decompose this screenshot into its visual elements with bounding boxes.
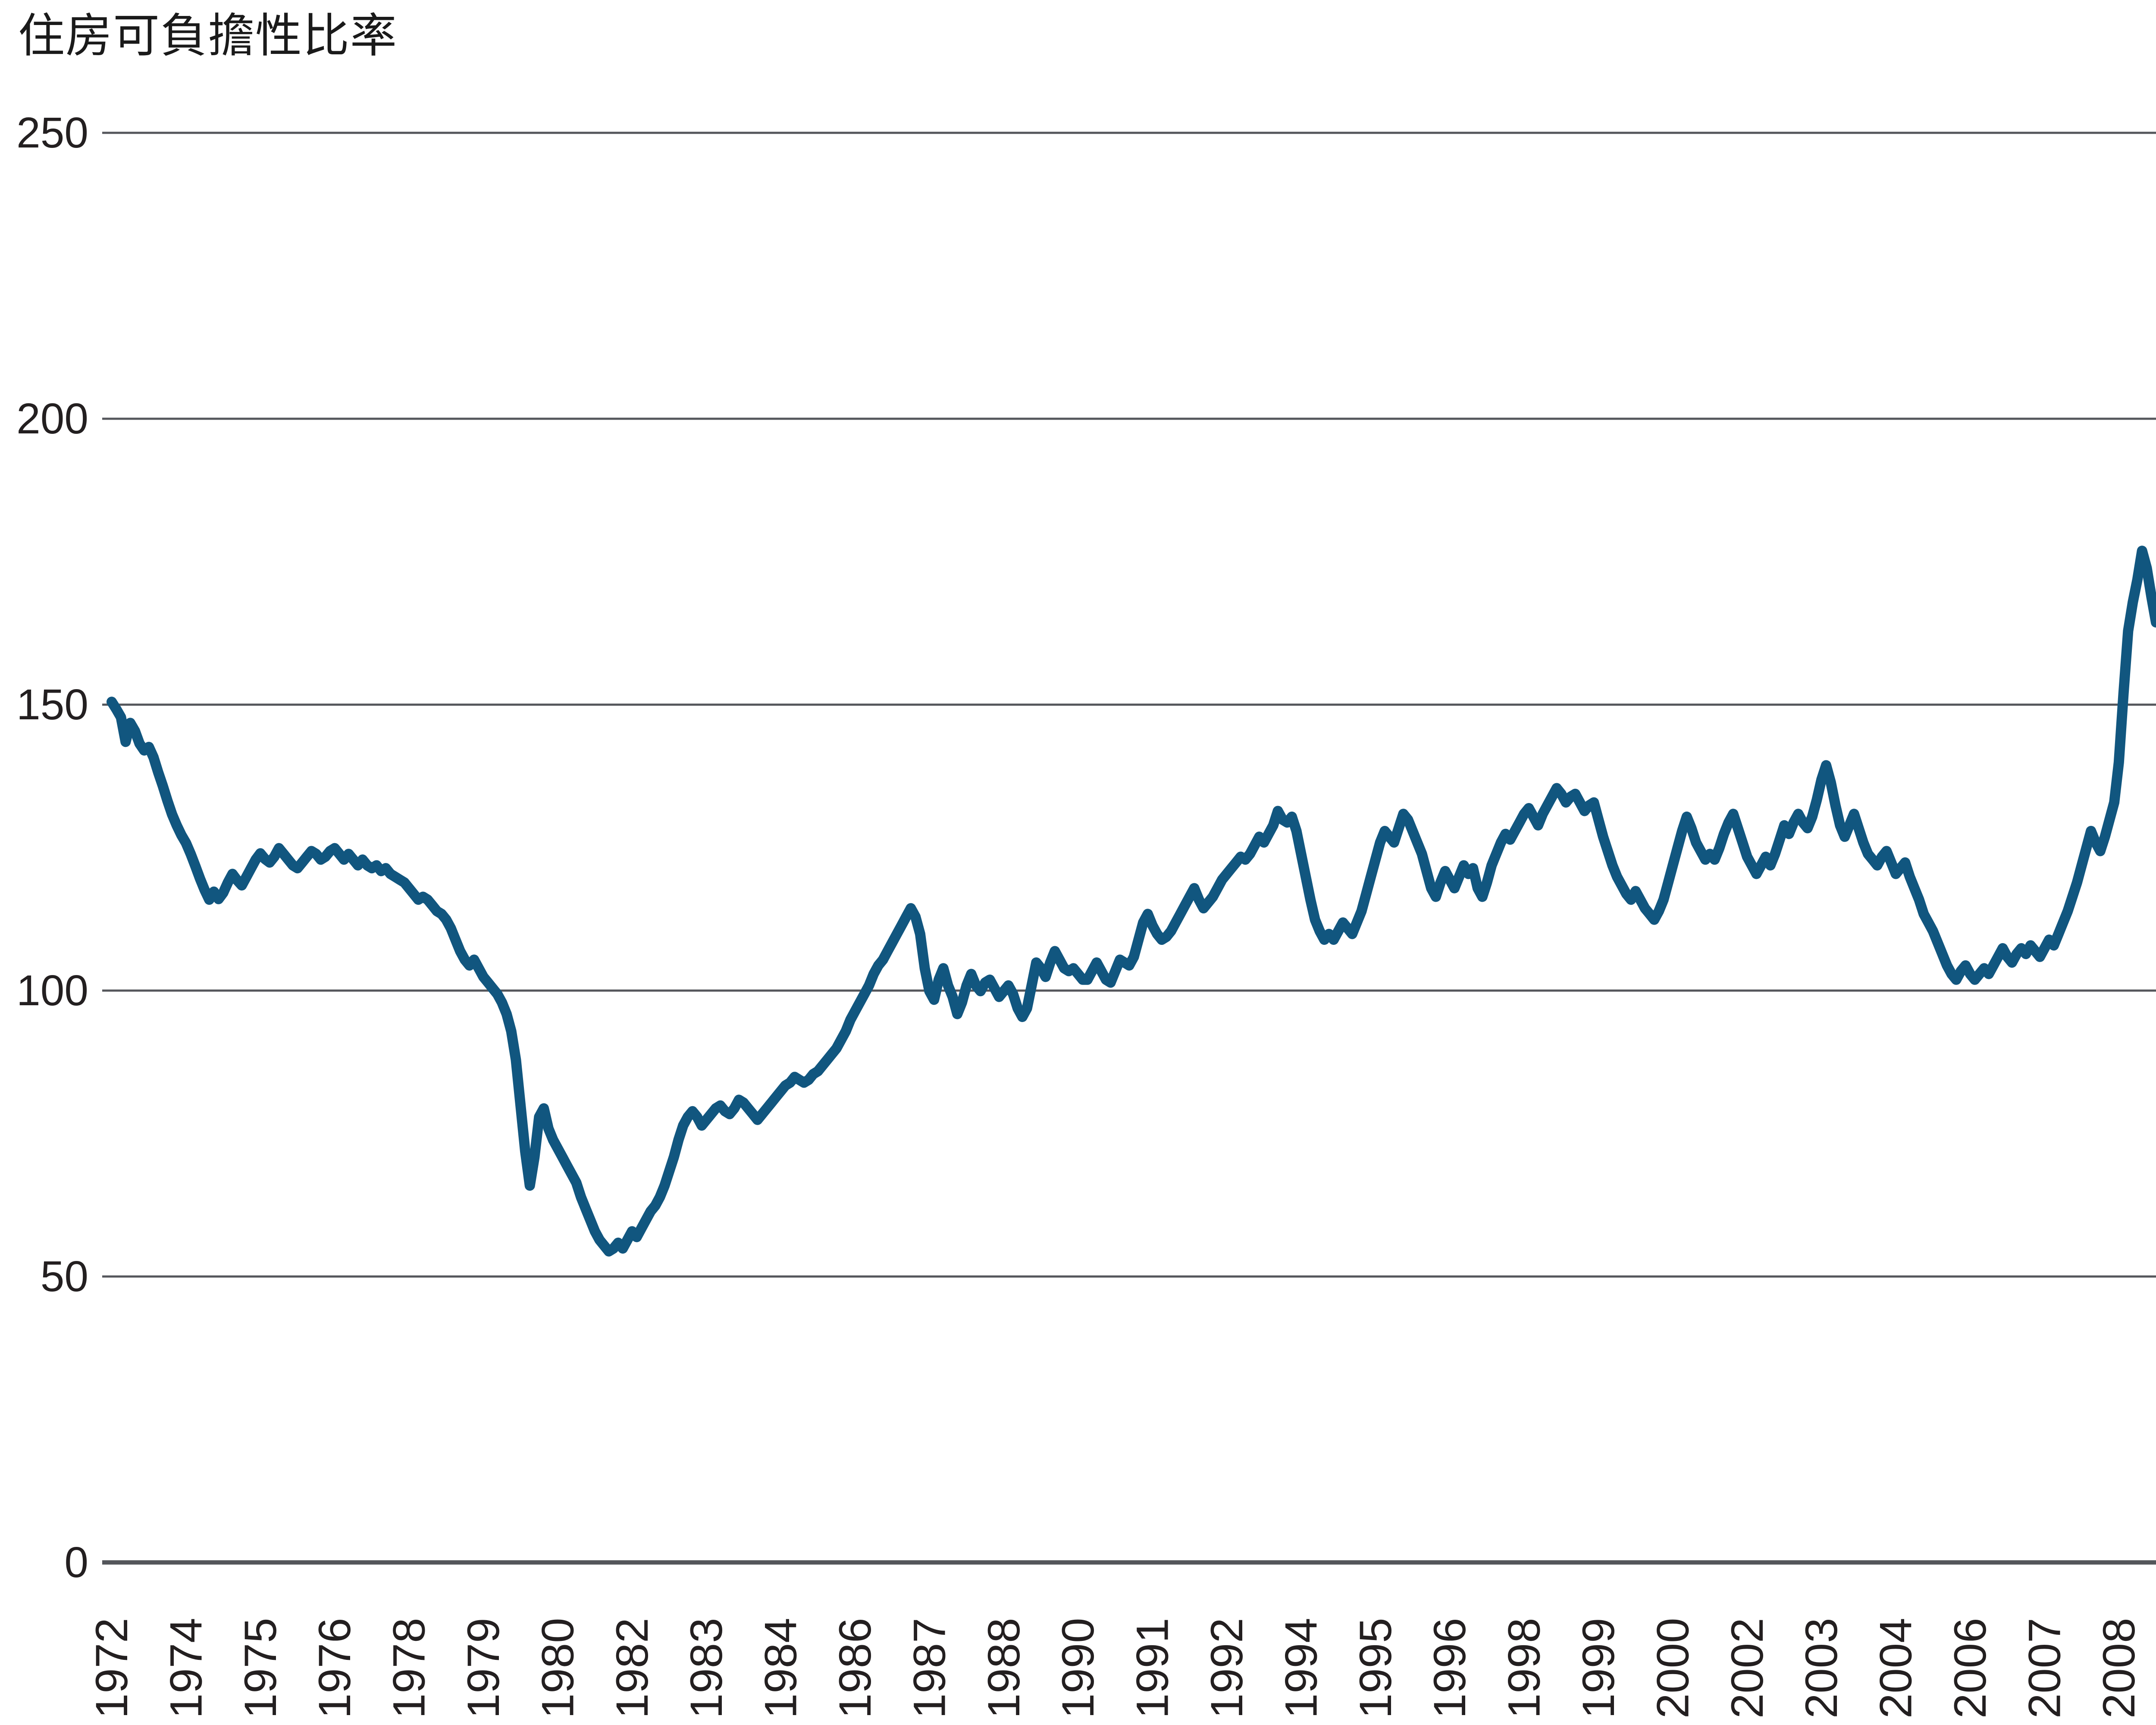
x-tick-label: 1996 — [1425, 1618, 1475, 1719]
x-tick-label: 2002 — [1722, 1618, 1773, 1719]
y-tick-label: 100 — [16, 966, 88, 1015]
x-tick-label: 1991 — [1128, 1618, 1178, 1719]
y-tick-label: 250 — [16, 109, 88, 157]
x-tick-label: 1975 — [235, 1618, 286, 1719]
x-tick-label: 1990 — [1053, 1618, 1103, 1719]
x-tick-label: 2007 — [2019, 1618, 2070, 1719]
chart-title: 住房可負擔性比率 — [18, 9, 398, 62]
x-tick-label: 2008 — [2094, 1618, 2144, 1719]
x-tick-label: 1995 — [1351, 1618, 1401, 1719]
series-line — [107, 546, 2156, 1257]
x-tick-label: 1998 — [1499, 1618, 1550, 1719]
x-tick-label: 1983 — [681, 1618, 732, 1719]
x-tick-label: 1978 — [384, 1618, 435, 1719]
x-tick-label: 2004 — [1871, 1618, 1921, 1719]
x-tick-label: 1982 — [607, 1618, 658, 1719]
x-tick-label: 1987 — [904, 1618, 955, 1719]
x-tick-label: 1972 — [87, 1618, 137, 1719]
x-tick-label: 1999 — [1573, 1618, 1624, 1719]
y-tick-label: 0 — [64, 1538, 88, 1587]
x-tick-label: 1976 — [310, 1618, 360, 1719]
x-tick-label: 2003 — [1796, 1618, 1847, 1719]
x-tick-label: 2000 — [1648, 1618, 1698, 1719]
y-tick-label: 200 — [16, 395, 88, 443]
x-tick-label: 1988 — [979, 1618, 1029, 1719]
x-tick-label: 1994 — [1276, 1618, 1326, 1719]
x-tick-label: 2006 — [1945, 1618, 1996, 1719]
x-tick-label: 1984 — [756, 1618, 806, 1719]
x-tick-label: 1992 — [1202, 1618, 1252, 1719]
x-tick-label: 1974 — [161, 1618, 211, 1719]
x-tick-label: 1979 — [458, 1618, 509, 1719]
y-tick-label: 50 — [41, 1252, 88, 1301]
x-tick-label: 1980 — [533, 1618, 583, 1719]
y-tick-label: 150 — [16, 681, 88, 729]
x-tick-label: 1986 — [830, 1618, 881, 1719]
